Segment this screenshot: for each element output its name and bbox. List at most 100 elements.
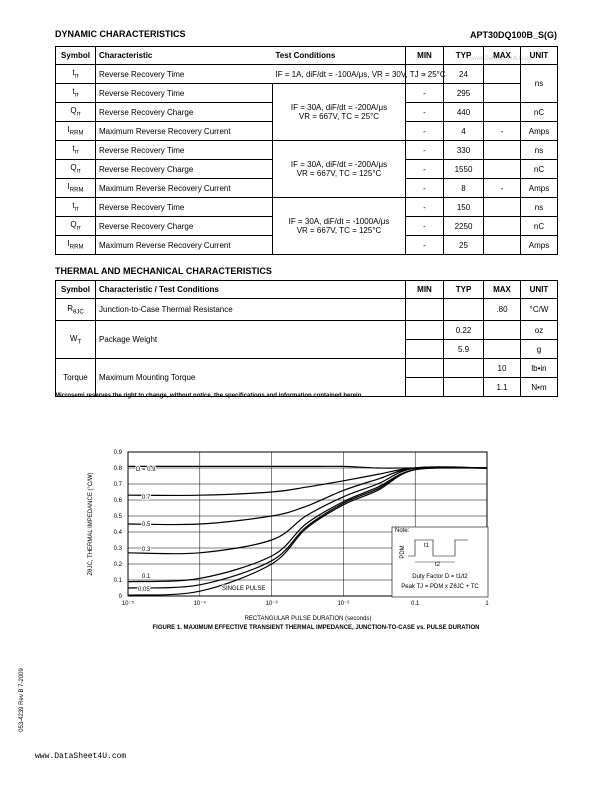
sub: rr xyxy=(76,111,81,118)
curve xyxy=(127,466,488,596)
x-tick-label: 10⁻⁴ xyxy=(194,600,207,607)
x-tick-label: 10⁻⁵ xyxy=(122,600,135,607)
div: VR = 667V, TC = 125°C xyxy=(296,169,382,178)
x-tick-label: 10⁻³ xyxy=(266,601,278,607)
div: IF = 30A, diF/dt = -200A/μs xyxy=(290,160,388,169)
y-tick-label: 0.8 xyxy=(114,466,123,472)
tr: Torque Maximum Mounting Torque 10 lb•in xyxy=(55,358,558,397)
sub: rr xyxy=(74,73,79,80)
span: t xyxy=(72,68,75,78)
curve xyxy=(127,466,488,555)
section-title: THERMAL AND MECHANICAL CHARACTERISTICS xyxy=(55,266,272,276)
curve-label: SINGLE PULSE xyxy=(222,586,265,592)
y-axis-label: ZθJC, THERMAL IMPEDANCE (°C/W) xyxy=(88,472,94,575)
x-tick-label: 0.1 xyxy=(411,601,420,607)
span: W xyxy=(69,333,78,343)
conditions: IF = 30A, diF/dt = -1000A/μs VR = 667V, T… xyxy=(272,197,406,255)
cell: Amps xyxy=(520,235,558,255)
div: IF = 30A, diF/dt = -1000A/μs xyxy=(288,217,390,226)
cell: ns xyxy=(520,64,558,103)
sub: rr xyxy=(76,225,81,232)
tr: 1.1 N•m xyxy=(56,377,558,397)
span: R xyxy=(67,303,74,313)
sub: rr xyxy=(74,92,79,99)
note-peak: Peak TJ = PDM x ZθJC + TC xyxy=(401,584,479,590)
chart-title: FIGURE 1. MAXIMUM EFFECTIVE TRANSIENT TH… xyxy=(152,625,479,631)
y-tick-label: 0.1 xyxy=(114,578,123,584)
sub: rr xyxy=(74,206,79,213)
x-axis-label: RECTANGULAR PULSE DURATION (seconds) xyxy=(245,616,372,622)
part-number: APT30DQ100B_S(G) xyxy=(469,30,557,40)
sub: θJC xyxy=(73,309,84,316)
curve-label: 0.5 xyxy=(142,522,151,528)
x-tick-label: 10⁻² xyxy=(337,601,349,607)
curve xyxy=(127,466,488,497)
cell: 25 xyxy=(443,235,484,255)
curve-label: 0.05 xyxy=(138,587,150,593)
conditions: IF = 30A, diF/dt = -200A/μs VR = 667V, TC… xyxy=(272,83,406,141)
span: t xyxy=(72,87,75,97)
span: t xyxy=(72,201,75,211)
disclaimer: Microsemi reserves the right to change, … xyxy=(55,393,364,399)
td: Maximum Mounting Torque xyxy=(95,358,406,397)
span: I xyxy=(67,125,70,135)
note-pdm: PDM xyxy=(400,545,406,558)
curve-label: 0.7 xyxy=(142,495,151,501)
sub: rr xyxy=(74,149,79,156)
tr: IRRM Maximum Reverse Recovery Current -25 A… xyxy=(55,235,558,255)
td: Torque xyxy=(55,358,96,397)
side-code: 053-4239 Rev B 7-2009 xyxy=(19,667,25,731)
span: t xyxy=(72,144,75,154)
span: Q xyxy=(70,220,77,230)
td: Package Weight xyxy=(95,320,406,359)
div: VR = 667V, TC = 25°C xyxy=(298,112,380,121)
y-tick-label: 0.7 xyxy=(114,482,123,488)
div: VR = 667V, TC = 125°C xyxy=(296,226,382,235)
tr: 5.9 g xyxy=(56,339,558,359)
sub: RRM xyxy=(69,187,84,194)
section-title: DYNAMIC CHARACTERISTICS xyxy=(55,29,186,39)
tr: trr Reverse Recovery Time IF = 30A, diF/dt… xyxy=(55,83,558,141)
y-tick-label: 0.6 xyxy=(114,498,123,504)
footer-url: www.DataSheet4U.com xyxy=(35,752,126,761)
note-t2: t2 xyxy=(435,562,441,568)
tr: IRRM Maximum Reverse Recovery Current -8- A… xyxy=(55,178,558,198)
tr: IRRM Maximum Reverse Recovery Current -4- A… xyxy=(55,121,558,141)
td: N•m xyxy=(520,377,558,397)
tr: trr Reverse Recovery Time IF = 30A, diF/dt… xyxy=(55,140,558,198)
thermal-table: Symbol Characteristic / Test Conditions MI… xyxy=(55,280,558,397)
span: Q xyxy=(70,163,77,173)
tr: RθJC Junction-to-Case Thermal Resistance.… xyxy=(55,298,558,321)
y-tick-label: 0 xyxy=(119,594,123,600)
characteristic: Maximum Reverse Recovery Current xyxy=(95,235,273,255)
note-title: Note: xyxy=(395,528,410,534)
pulse-waveform xyxy=(408,539,468,557)
tbody: Symbol Characteristic / Test Conditions MI… xyxy=(55,280,558,397)
note-t1: t1 xyxy=(424,543,430,549)
sub: T xyxy=(77,339,82,346)
span: I xyxy=(67,182,70,192)
sub: RRM xyxy=(69,130,84,137)
y-tick-label: 0.2 xyxy=(114,562,123,568)
y-tick-label: 0.5 xyxy=(114,514,123,520)
span: Q xyxy=(70,106,77,116)
sub: RRM xyxy=(69,244,84,251)
y-tick-label: 0.9 xyxy=(114,450,123,456)
conditions: IF = 30A, diF/dt = -200A/μs VR = 667V, TC… xyxy=(272,140,406,198)
dynamic-table: Symbol Characteristic Test Conditions MIN TY… xyxy=(55,46,558,255)
cell: ns xyxy=(520,140,558,160)
tr: Qrr Reverse Recovery Charge -1550 nC xyxy=(55,159,558,179)
y-tick-label: 0.4 xyxy=(114,530,123,536)
curve-label: D = 0.9 xyxy=(136,467,156,473)
span: I xyxy=(67,239,70,249)
x-tick-label: 1 xyxy=(485,601,489,607)
tr: trr Reverse Recovery Time IF = 1A, diF/dt … xyxy=(55,64,558,103)
curve-label: 0.1 xyxy=(142,574,151,580)
tbody: trr Reverse Recovery Time IF = 1A, diF/dt … xyxy=(55,64,558,255)
g: D = 0.9 0.7 0.5 0.3 0.1 0.05 SINGLE PULSE xyxy=(127,465,488,596)
sub: rr xyxy=(76,168,81,175)
curve-label: 0.3 xyxy=(142,547,151,553)
